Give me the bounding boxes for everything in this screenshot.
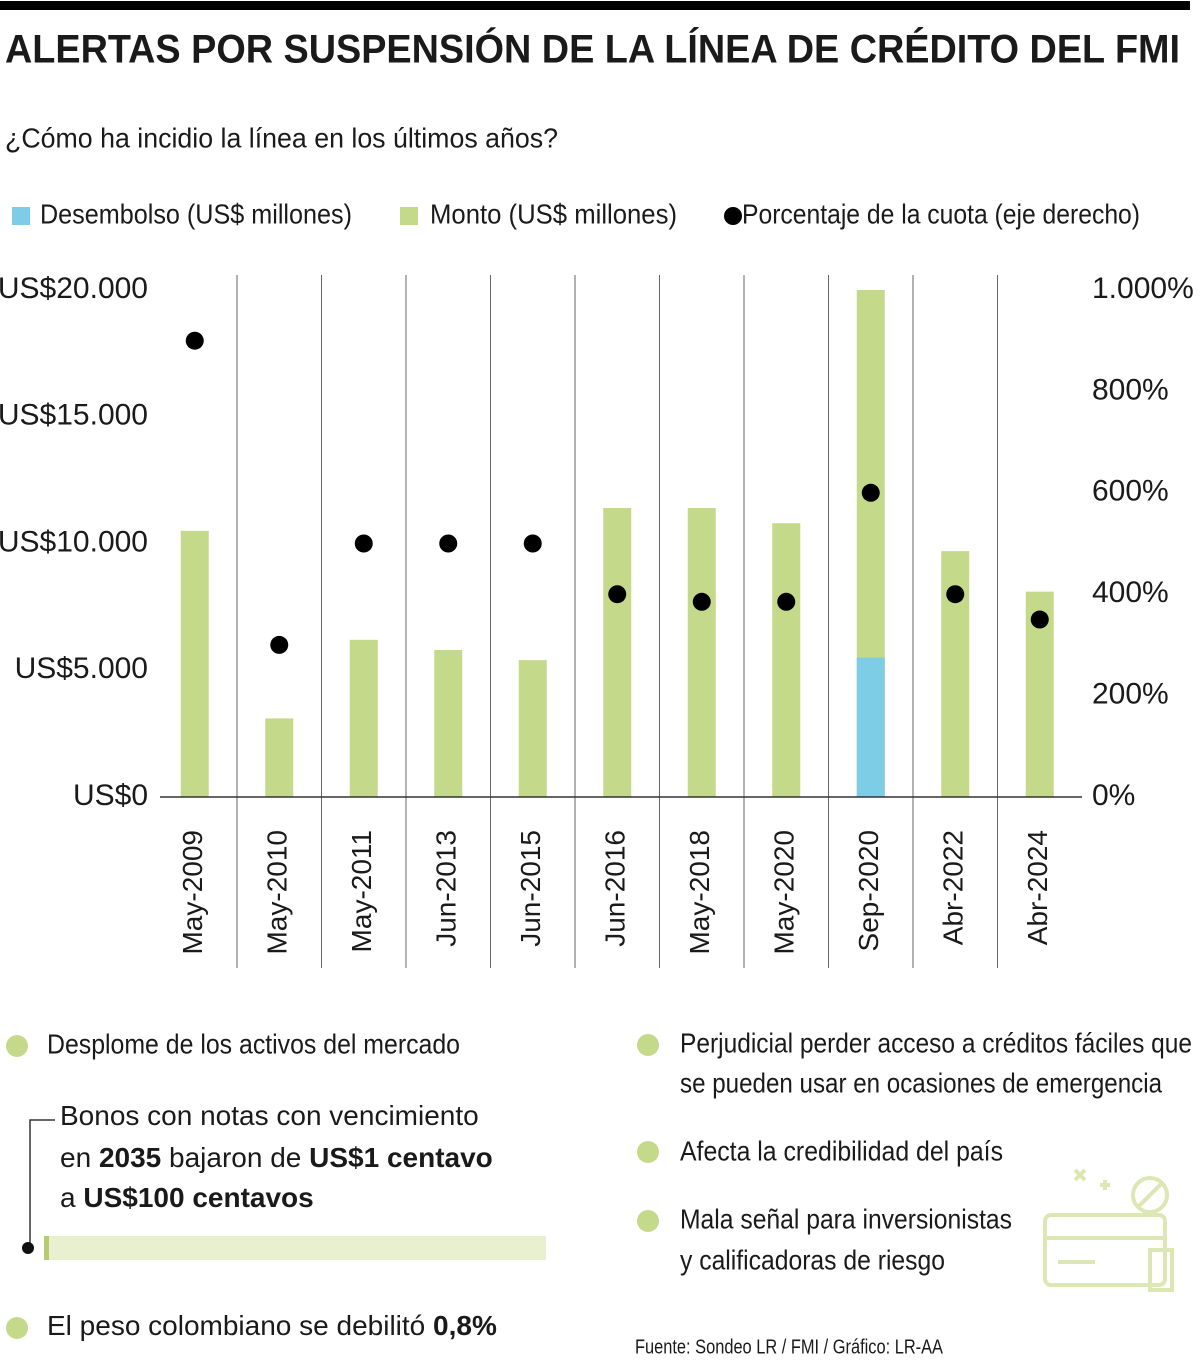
note: y calificadoras de riesgo xyxy=(680,1244,945,1275)
x-tick-label: May-2020 xyxy=(769,830,800,955)
y2-tick-label: 400% xyxy=(1092,576,1169,609)
note: se pueden usar en ocasiones de emergenci… xyxy=(680,1067,1162,1098)
legend-label: Desembolso (US$ millones) xyxy=(40,198,352,229)
point xyxy=(439,534,458,553)
y2-tick-label: 0% xyxy=(1092,779,1135,812)
callout-line: en 2035 bajaron de US$1 centavo xyxy=(60,1142,493,1173)
x-tick-label: May-2011 xyxy=(346,830,377,952)
point xyxy=(692,592,711,611)
y2-tick-label: 1.000% xyxy=(1092,272,1194,305)
note: El peso colombiano se debilitó 0,8% xyxy=(47,1310,497,1341)
bullet xyxy=(637,1210,659,1232)
legend-label: Monto (US$ millones) xyxy=(430,198,677,229)
x-tick-label: May-2009 xyxy=(177,830,208,955)
chart-subtitle: ¿Cómo ha incidio la línea en los últimos… xyxy=(5,122,558,153)
callout-bracket xyxy=(29,1119,55,1245)
chart-title: ALERTAS POR SUSPENSIÓN DE LA LÍNEA DE CR… xyxy=(5,26,1180,72)
legend-marker xyxy=(12,207,30,225)
x-tick-label: May-2018 xyxy=(684,830,715,955)
callout-dot xyxy=(22,1242,34,1254)
bar xyxy=(265,718,294,797)
point xyxy=(1030,610,1049,629)
x-tick-label: Abr-2024 xyxy=(1022,830,1053,945)
y2-tick-label: 600% xyxy=(1092,475,1169,508)
callout-bar xyxy=(44,1236,546,1260)
x-tick-label: Abr-2022 xyxy=(938,830,969,945)
x-tick-label: Jun-2015 xyxy=(515,830,546,947)
callout-bar-start xyxy=(44,1236,49,1260)
legend-label: Porcentaje de la cuota (eje derecho) xyxy=(742,198,1140,229)
bullet xyxy=(6,1317,28,1339)
note: Perjudicial perder acceso a créditos fác… xyxy=(680,1027,1192,1058)
note: Afecta la credibilidad del país xyxy=(680,1135,1003,1166)
bar xyxy=(518,660,547,797)
legend-marker xyxy=(724,207,742,225)
bullet xyxy=(637,1141,659,1163)
y-tick-label: US$20.000 xyxy=(0,272,148,305)
y-tick-label: US$15.000 xyxy=(0,399,148,432)
x-tick-label: Sep-2020 xyxy=(853,830,884,951)
point xyxy=(861,483,880,502)
point xyxy=(777,592,796,611)
bar xyxy=(434,649,463,797)
card-icon xyxy=(1043,1168,1174,1292)
y-tick-label: US$0 xyxy=(73,779,148,812)
source: Fuente: Sondeo LR / FMI / Gráfico: LR-AA xyxy=(635,1336,944,1358)
x-tick-label: Jun-2013 xyxy=(431,830,462,947)
point xyxy=(946,585,965,604)
top-rule xyxy=(0,1,1190,10)
legend-marker xyxy=(400,207,418,225)
point xyxy=(185,331,204,350)
note: Desplome de los activos del mercado xyxy=(47,1028,460,1059)
callout-line: Bonos con notas con vencimiento xyxy=(60,1100,479,1131)
bar xyxy=(687,508,716,797)
note: Mala señal para inversionistas xyxy=(680,1203,1012,1234)
x-tick-label: Jun-2016 xyxy=(600,830,631,947)
bullet xyxy=(637,1034,659,1056)
y2-tick-label: 800% xyxy=(1092,373,1169,406)
y-tick-label: US$5.000 xyxy=(15,652,148,685)
y2-tick-label: 200% xyxy=(1092,678,1169,711)
x-tick-label: May-2010 xyxy=(262,830,293,955)
bar xyxy=(349,639,378,797)
point xyxy=(270,635,289,654)
notes: Desplome de los activos del mercado Bono… xyxy=(6,1027,1192,1358)
bar xyxy=(603,508,632,797)
point xyxy=(354,534,373,553)
bar xyxy=(772,523,801,797)
bar xyxy=(180,530,209,797)
bar xyxy=(856,657,885,797)
bullet xyxy=(6,1035,28,1057)
y-tick-label: US$10.000 xyxy=(0,525,148,558)
callout-line: a US$100 centavos xyxy=(60,1182,314,1213)
point xyxy=(608,585,627,604)
point xyxy=(523,534,542,553)
